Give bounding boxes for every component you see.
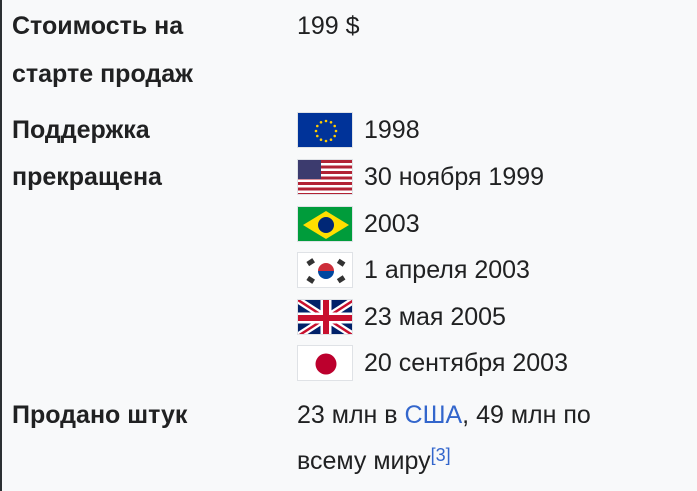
label-units-sold: Продано штук [12, 401, 188, 429]
units-sold-line-1: 23 млн в США, 49 млн по [297, 400, 591, 430]
infobox-left-border [0, 0, 2, 491]
usa-link[interactable]: США [404, 401, 463, 429]
discontinued-eu-date: 1998 [364, 116, 420, 144]
units-sold-world-2: всему миру [297, 447, 431, 475]
japan-flag-icon [297, 345, 353, 381]
reference-link[interactable]: [3] [430, 445, 451, 465]
label-discontinued-2: прекращена [12, 163, 162, 191]
label-launch-price: Стоимость на [12, 12, 184, 40]
eu-flag-icon [297, 112, 353, 148]
launch-price-value: 199 $ [297, 12, 360, 40]
discontinued-brazil-date: 2003 [364, 210, 420, 238]
uk-flag-icon [297, 299, 353, 335]
brazil-flag-icon [297, 206, 353, 242]
discontinued-uk-date: 23 мая 2005 [364, 303, 506, 331]
discontinued-japan-date: 20 сентября 2003 [364, 349, 568, 377]
discontinued-korea-date: 1 апреля 2003 [364, 256, 530, 284]
label-discontinued: Поддержка [12, 116, 150, 144]
units-sold-world: , 49 млн по [462, 401, 591, 429]
units-sold-line-2: всему миру[3] [297, 445, 451, 476]
south-korea-flag-icon [297, 252, 353, 288]
discontinued-usa-date: 30 ноября 1999 [364, 163, 545, 191]
units-sold-us: 23 млн в [297, 401, 405, 429]
label-launch-price-2: старте продаж [12, 60, 193, 88]
usa-flag-icon [297, 159, 353, 195]
